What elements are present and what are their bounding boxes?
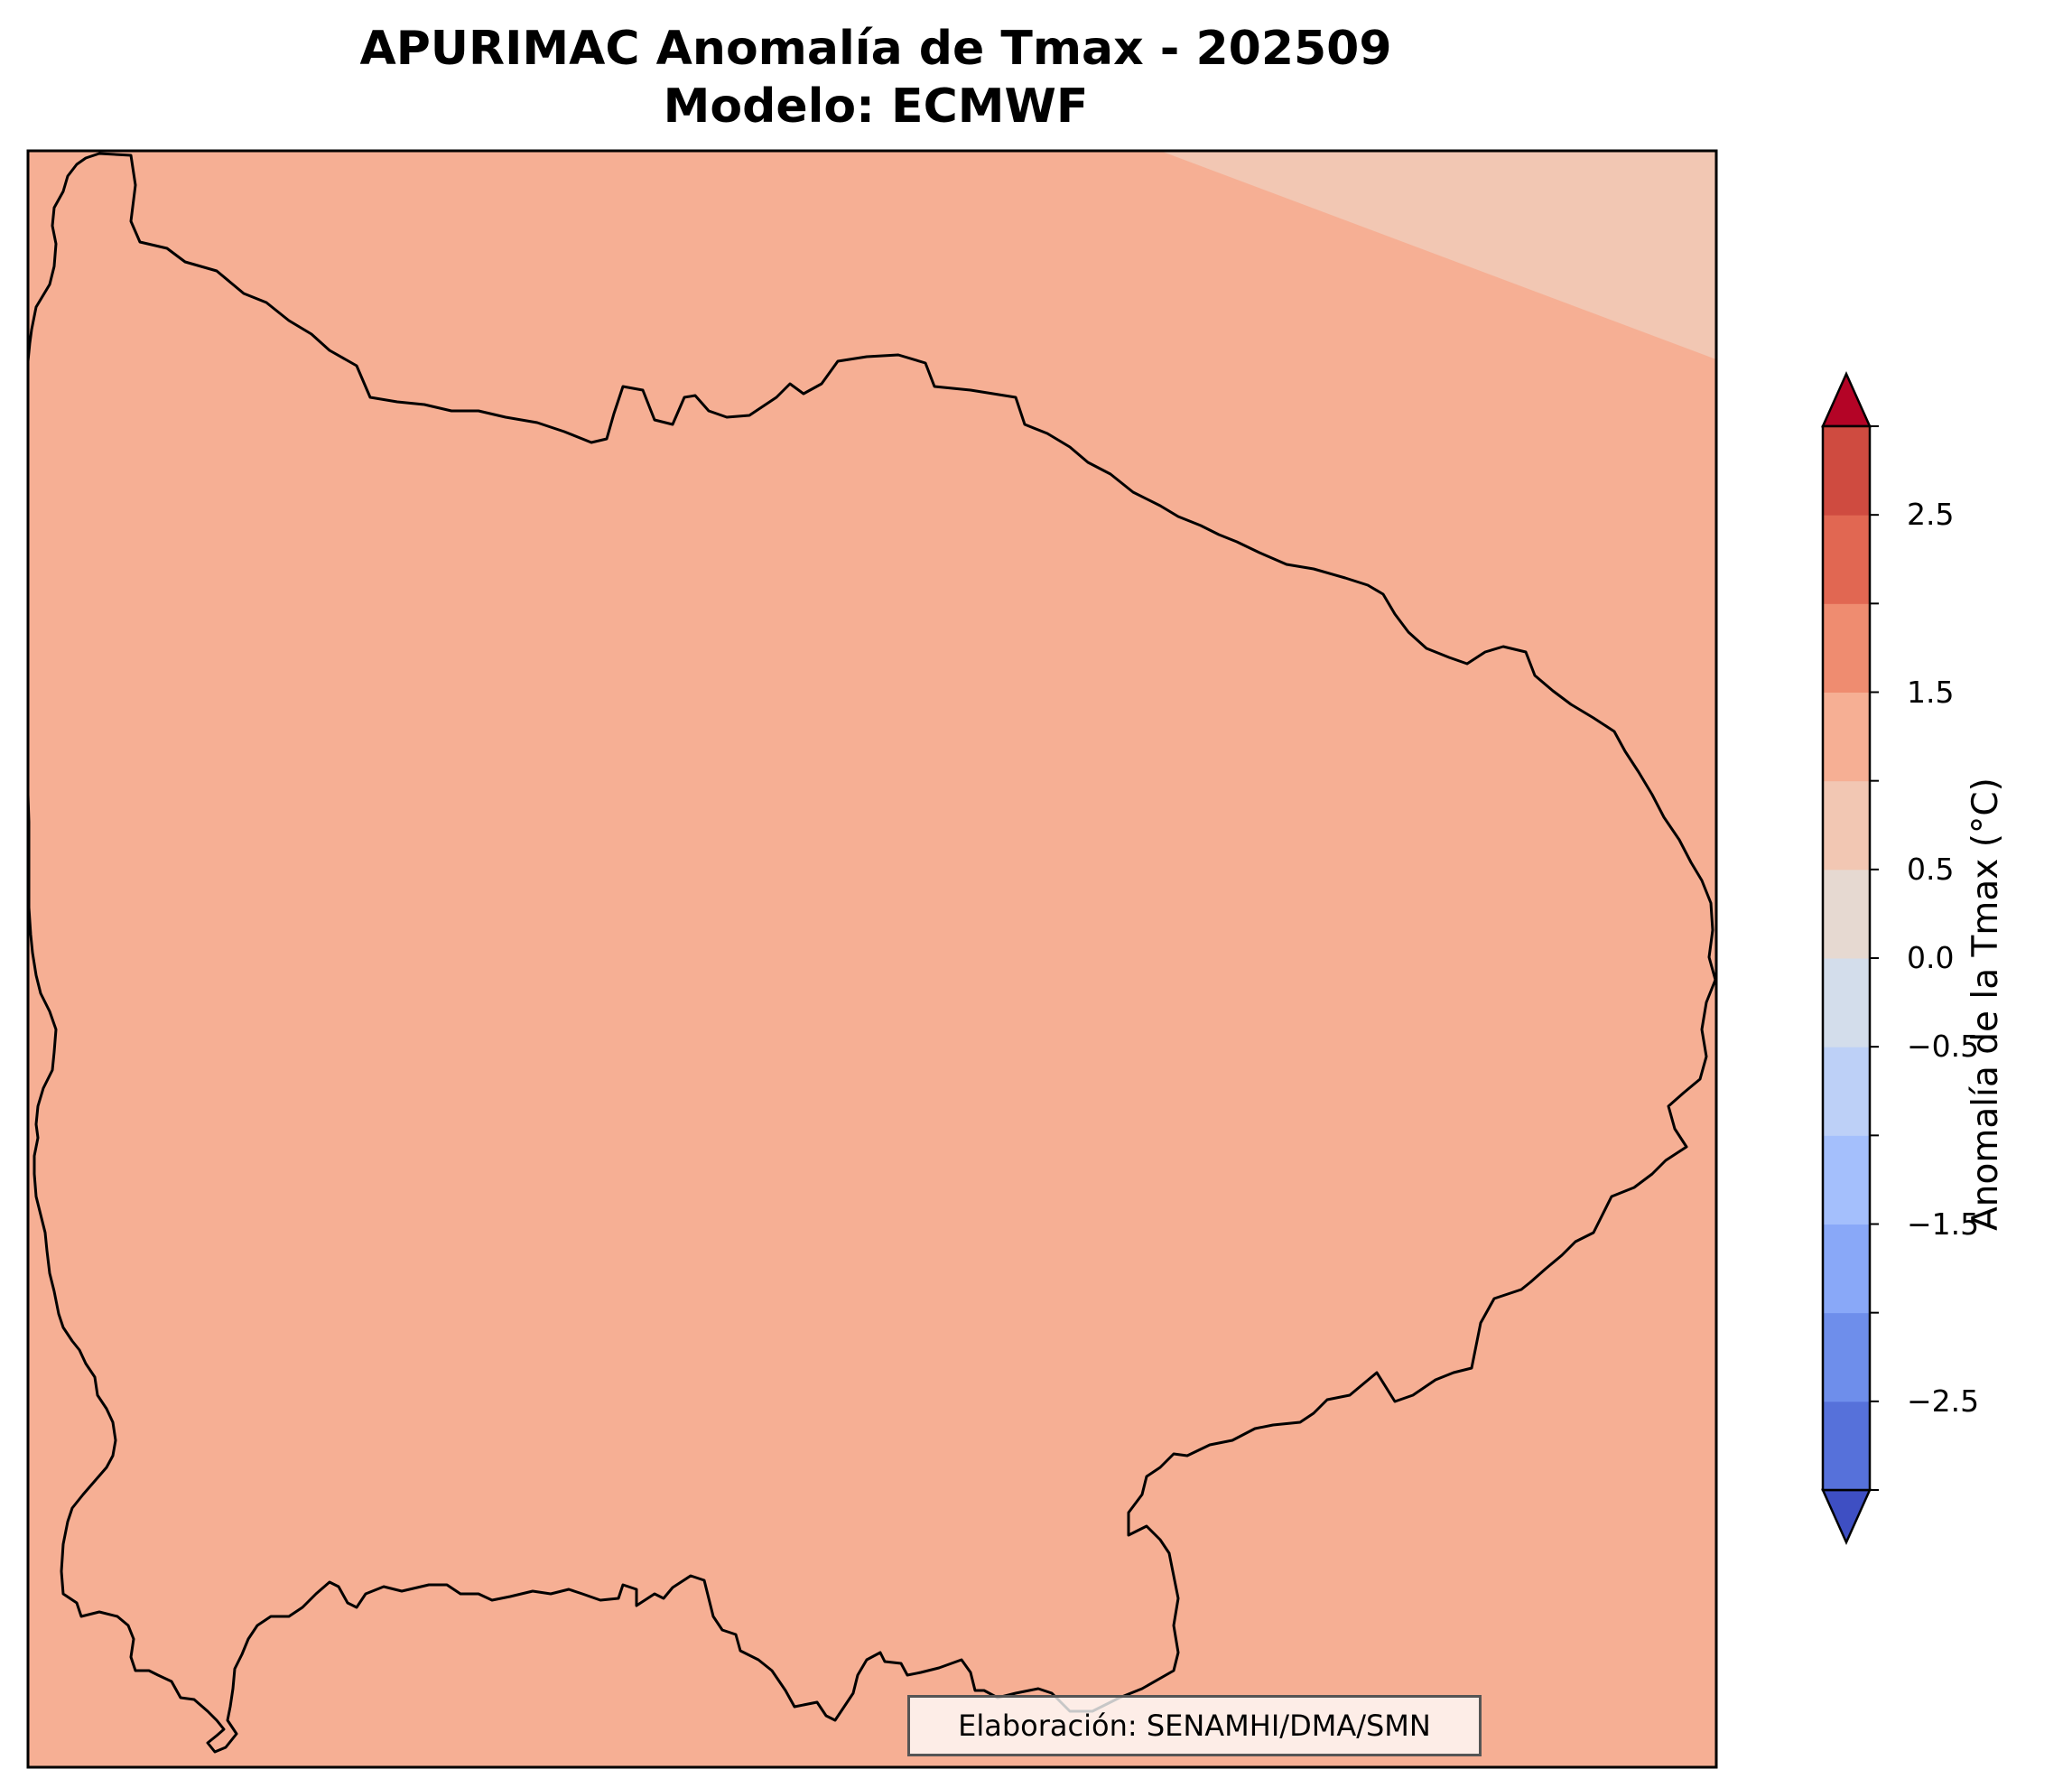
- colorbar: [1821, 370, 1879, 1546]
- colorbar-tick-label: 0.0: [1907, 940, 1955, 975]
- colorbar-band: [1823, 780, 1870, 871]
- anomaly-field: [26, 149, 1718, 1769]
- colorbar-band: [1823, 1401, 1870, 1491]
- colorbar-band: [1823, 1312, 1870, 1402]
- colorbar-extend-max: [1821, 370, 1872, 428]
- colorbar-band: [1823, 692, 1870, 782]
- title-line-2: Modelo: ECMWF: [663, 79, 1089, 134]
- colorbar-band: [1823, 515, 1870, 604]
- apurimac-boundary: [26, 152, 1717, 1754]
- colorbar-band: [1823, 1224, 1870, 1314]
- anomaly-field-northeast: [1160, 151, 1716, 359]
- colorbar-tick-label: −2.5: [1907, 1383, 1980, 1419]
- colorbar-tick-label: −1.5: [1907, 1206, 1980, 1242]
- colorbar-extend-min: [1821, 1488, 1872, 1546]
- map-frame: [26, 149, 1718, 1769]
- map-panel: [26, 149, 1718, 1769]
- credit-text: Elaboración: SENAMHI/DMA/SMN: [958, 1709, 1431, 1743]
- colorbar-band: [1823, 869, 1870, 959]
- map-title: APURIMAC Anomalía de Tmax - 202509 Model…: [27, 20, 1724, 135]
- colorbar-band: [1823, 1047, 1870, 1136]
- colorbar-tick-label: −0.5: [1907, 1029, 1980, 1065]
- colorbar-band: [1823, 603, 1870, 693]
- colorbar-band: [1823, 958, 1870, 1048]
- colorbar-tick-label: 1.5: [1907, 674, 1955, 710]
- colorbar-tick-label: 2.5: [1907, 497, 1955, 533]
- colorbar-tick-label: 0.5: [1907, 851, 1955, 887]
- colorbar-band: [1823, 1135, 1870, 1225]
- title-line-1: APURIMAC Anomalía de Tmax - 202509: [359, 22, 1392, 76]
- credit-box: Elaboración: SENAMHI/DMA/SMN: [907, 1695, 1482, 1756]
- colorbar-band: [1823, 426, 1870, 516]
